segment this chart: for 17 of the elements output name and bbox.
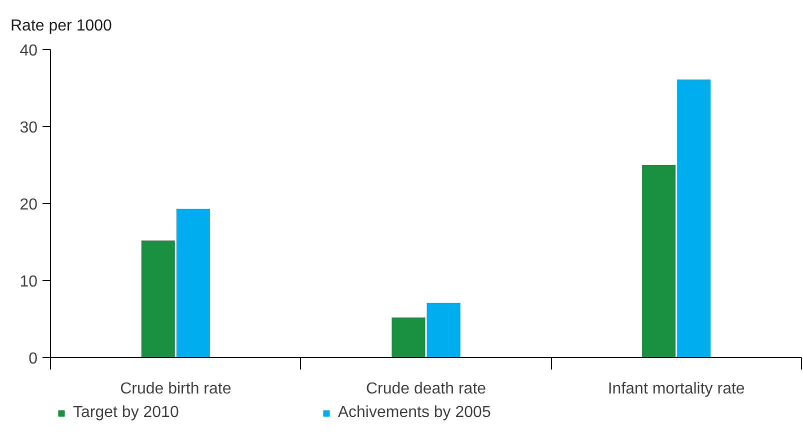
legend-label: Target by 2010 (73, 404, 179, 422)
legend-label: Achivements by 2005 (338, 404, 491, 422)
bar (176, 208, 210, 358)
bar (677, 80, 711, 358)
x-tick-label: Crude death rate (366, 380, 486, 398)
x-tick-label: Crude birth rate (120, 380, 232, 398)
bar (141, 240, 175, 358)
y-tick-label: 10 (20, 274, 38, 290)
y-axis-title: Rate per 1000 (10, 18, 112, 34)
y-tick-label: 0 (28, 350, 38, 368)
bar (426, 302, 460, 358)
y-tick-label: 30 (20, 120, 38, 136)
y-tick-label: 20 (20, 196, 38, 214)
x-tick-label: Infant mortality rate (608, 380, 745, 398)
bar (392, 317, 426, 358)
bar (642, 165, 676, 358)
y-tick-label: 40 (20, 42, 38, 60)
